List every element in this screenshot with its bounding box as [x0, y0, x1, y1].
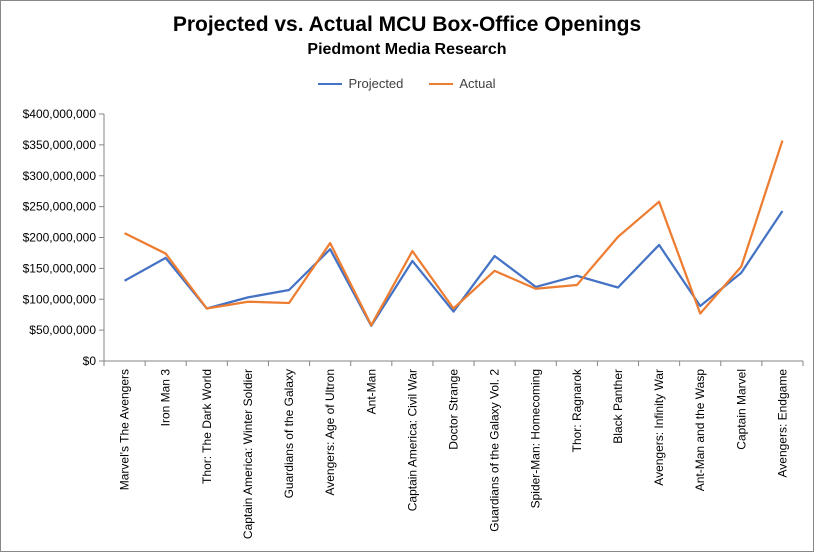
x-tick-label: Ant-Man [364, 369, 378, 414]
y-tick-label: $0 [83, 354, 97, 368]
legend-swatch-actual [429, 82, 454, 85]
legend: Projected Actual [1, 76, 813, 91]
x-tick-label: Doctor Strange [447, 369, 461, 450]
x-tick-label: Captain America: Civil War [405, 369, 419, 511]
x-tick-label: Ant-Man and the Wasp [693, 369, 707, 492]
legend-label-projected: Projected [348, 76, 404, 91]
x-tick-label: Avengers: Endgame [775, 369, 789, 478]
y-tick-label: $400,000,000 [23, 107, 97, 121]
x-tick-label: Guardians of the Galaxy Vol. 2 [488, 369, 502, 532]
chart-title: Projected vs. Actual MCU Box-Office Open… [172, 13, 642, 36]
y-tick-label: $150,000,000 [23, 261, 97, 275]
x-tick-label: Thor: The Dark World [200, 369, 214, 484]
x-tick-label: Thor: Ragnarok [570, 368, 584, 452]
y-tick-label: $200,000,000 [23, 231, 97, 245]
x-tick-label: Guardians of the Galaxy [282, 369, 296, 498]
series-line-actual [124, 140, 784, 327]
y-tick-label: $300,000,000 [23, 169, 97, 183]
chart-subtitle: Piedmont Media Research [307, 41, 507, 58]
legend-label-actual: Actual [459, 76, 496, 91]
legend-item-projected: Projected [318, 76, 403, 91]
y-tick-label: $50,000,000 [29, 323, 96, 337]
legend-swatch-projected [318, 82, 343, 85]
y-tick-label: $250,000,000 [23, 200, 97, 214]
x-tick-label: Avengers: Age of Ultron [323, 369, 337, 496]
x-tick-label: Marvel's The Avengers [118, 369, 132, 490]
x-tick-label: Captain America: Winter Soldier [241, 369, 255, 539]
y-tick-label: $100,000,000 [23, 292, 97, 306]
x-tick-label: Black Panther [611, 369, 625, 444]
x-tick-label: Iron Man 3 [159, 369, 173, 427]
x-tick-label: Avengers: Infinity War [652, 369, 666, 486]
legend-item-actual: Actual [429, 76, 496, 91]
x-tick-label: Spider-Man: Homecoming [529, 369, 543, 508]
y-tick-label: $350,000,000 [23, 138, 97, 152]
x-tick-label: Captain Marvel [734, 369, 748, 450]
